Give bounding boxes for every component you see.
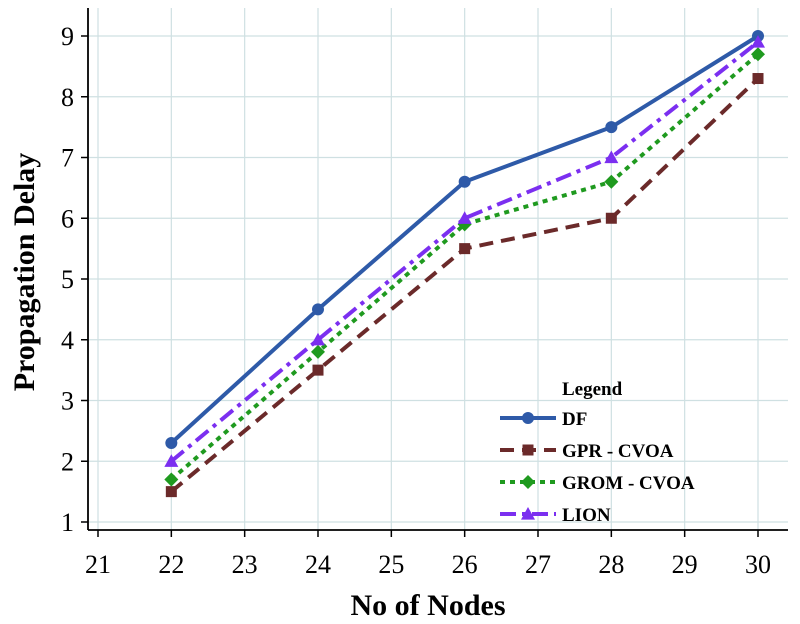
x-tick-label: 22 <box>158 550 184 579</box>
y-tick-label: 7 <box>61 144 74 173</box>
legend-label: GPR - CVOA <box>562 441 674 462</box>
data-point-gpr-cvoa <box>312 364 324 376</box>
x-tick-label: 24 <box>305 550 331 579</box>
axes <box>87 8 788 531</box>
legend-label: DF <box>562 409 587 430</box>
x-axis-ticks: 21 22 23 24 25 26 27 28 29 30 <box>85 530 771 579</box>
data-point-lion <box>604 150 619 164</box>
series-line-lion <box>170 40 760 463</box>
y-axis-title: Propagation Delay <box>8 153 41 392</box>
y-tick-label: 9 <box>61 22 74 51</box>
x-tick-label: 21 <box>85 550 111 579</box>
data-point-df <box>605 121 618 134</box>
series-grom-cvoa <box>164 47 765 487</box>
x-tick-label: 30 <box>745 550 771 579</box>
data-point-gpr-cvoa <box>459 243 471 255</box>
legend-swatch-marker <box>521 475 535 489</box>
data-point-grom-cvoa <box>604 174 619 189</box>
legend-item-gpr-cvoa: GPR - CVOA <box>500 441 674 462</box>
series-df <box>165 30 764 450</box>
series-gpr-cvoa <box>165 73 764 498</box>
x-tick-label: 28 <box>598 550 624 579</box>
y-tick-label: 3 <box>61 387 74 416</box>
data-point-gpr-cvoa <box>605 212 617 224</box>
y-tick-label: 1 <box>61 508 74 537</box>
data-point-lion <box>164 454 179 467</box>
y-tick-label: 5 <box>61 265 74 294</box>
x-tick-label: 25 <box>378 550 404 579</box>
data-point-grom-cvoa <box>751 47 765 62</box>
data-point-gpr-cvoa <box>165 486 177 498</box>
data-point-df <box>458 175 471 188</box>
data-point-lion <box>457 211 472 224</box>
legend-swatch-marker <box>522 444 534 456</box>
legend-item-grom-cvoa: GROM - CVOA <box>500 473 695 494</box>
legend-label: GROM - CVOA <box>562 473 695 494</box>
data-point-lion <box>751 35 765 48</box>
x-tick-label: 26 <box>452 550 478 579</box>
x-tick-label: 27 <box>525 550 551 579</box>
x-tick-label: 29 <box>672 550 698 579</box>
legend-label: LION <box>562 505 611 526</box>
legend-item-df: DF <box>500 409 587 430</box>
data-point-gpr-cvoa <box>752 73 764 85</box>
y-tick-label: 2 <box>61 447 74 476</box>
legend-title: Legend <box>562 379 623 400</box>
legend-swatch-marker <box>522 412 534 424</box>
legend-swatch-marker <box>521 507 535 520</box>
data-point-df <box>165 437 178 450</box>
grid <box>88 8 788 530</box>
y-axis-ticks: 1 2 3 4 5 6 7 8 9 <box>61 22 88 537</box>
data-point-grom-cvoa <box>164 472 179 487</box>
y-tick-label: 8 <box>61 83 74 112</box>
x-tick-label: 23 <box>232 550 258 579</box>
legend: Legend DF GPR - CVOA GROM - CVOA LION <box>500 379 695 526</box>
x-axis-title: No of Nodes <box>351 589 506 622</box>
series-group <box>164 30 765 498</box>
data-point-df <box>312 303 324 316</box>
y-tick-label: 4 <box>61 326 74 355</box>
y-tick-label: 6 <box>61 204 74 233</box>
data-point-lion <box>311 332 325 346</box>
data-point-grom-cvoa <box>311 344 325 359</box>
series-lion <box>164 35 765 467</box>
legend-item-lion: LION <box>500 505 611 526</box>
